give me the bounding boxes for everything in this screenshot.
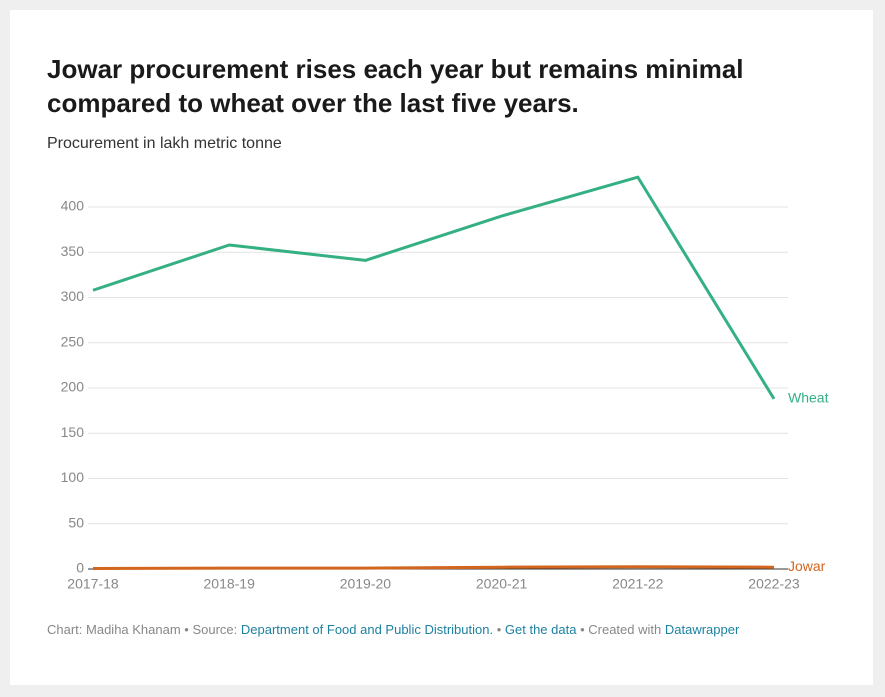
data-link[interactable]: Get the data [504,622,577,637]
series-label: Jowar [788,558,826,574]
y-tick-label: 250 [61,333,85,349]
y-tick-label: 100 [61,469,85,485]
source-link[interactable]: Department of Food and Public Distributi… [240,622,494,637]
y-tick-label: 150 [61,424,85,440]
x-tick-label: 2019-20 [340,576,392,592]
x-tick-label: 2017-18 [67,576,119,592]
chart-card: Jowar procurement rises each year but re… [10,10,873,685]
series-line [92,175,776,400]
footer-text: Chart: Madiha Khanam • Source: [47,622,238,637]
x-tick-label: 2020-21 [476,576,528,592]
series-line [92,565,775,571]
footer: Chart: Madiha Khanam • Source: Departmen… [47,622,739,637]
x-tick-label: 2018-19 [204,576,256,592]
y-tick-label: 0 [76,560,84,576]
y-tick-label: 350 [61,243,85,259]
y-tick-label: 300 [61,288,85,304]
x-tick-label: 2021-22 [612,576,664,592]
y-tick-label: 50 [68,514,84,530]
footer-text: • [496,622,502,637]
footer-text: • Created with [580,622,662,637]
chart-subtitle: Procurement in lakh metric tonne [47,135,282,152]
chart: 0 50 100 150 200 250 300 350 400 2017-18 2018-19 20… [61,175,829,592]
y-tick-label: 400 [61,198,85,214]
series-label: Wheat [788,390,829,406]
x-tick-label: 2022-23 [748,576,800,592]
chart-title: Jowar procurement rises each year but re… [47,54,744,118]
y-tick-label: 200 [61,379,85,395]
tool-link[interactable]: Datawrapper [664,622,740,637]
